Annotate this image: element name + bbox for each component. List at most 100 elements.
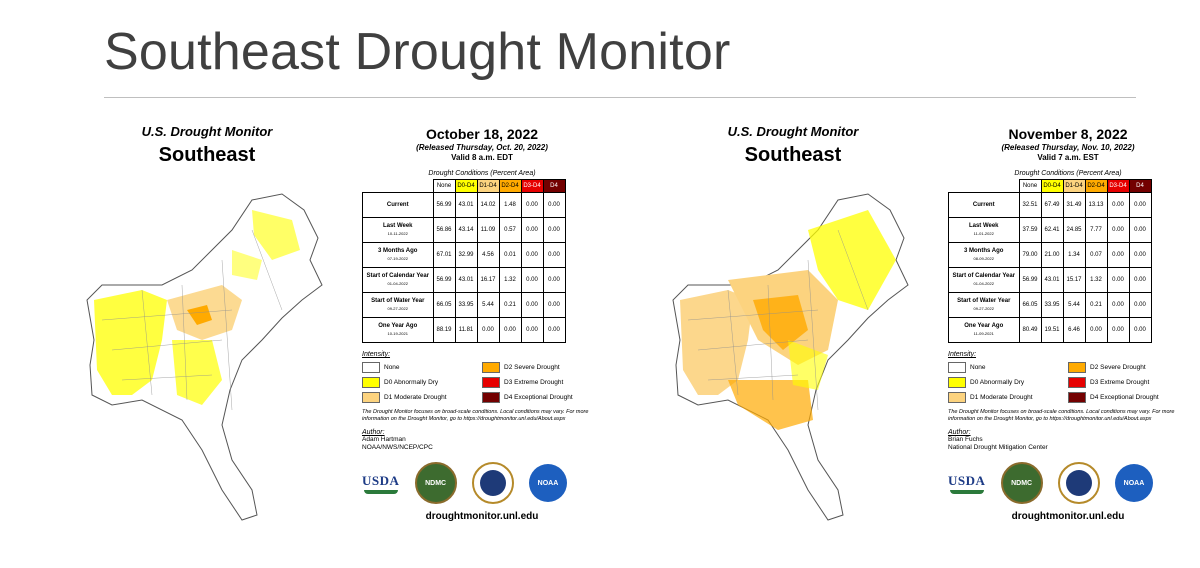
legend-item: D4 Exceptional Drought [482,392,602,403]
col-d4: D4 [1128,179,1152,193]
table-cell: 0.00 [1106,192,1130,218]
table-cell: 88.19 [432,317,456,343]
legend-item: D2 Severe Drought [482,362,602,373]
col-d3-d4: D3-D4 [520,179,544,193]
col-d2-d4: D2-D4 [1084,179,1108,193]
intensity-title: Intensity: [948,351,977,358]
table-cell: 0.00 [1106,217,1130,243]
col-none: None [1018,179,1042,193]
ndmc-logo: NDMC [1000,462,1043,504]
table-cell: 0.00 [1128,242,1152,268]
table-cell: 0.00 [520,242,544,268]
table-cell: 0.00 [1128,292,1152,318]
intensity-legend: None D2 Severe Drought D0 Abnormally Dry… [948,362,1188,403]
table-cell: 0.00 [520,192,544,218]
table-cell: 0.00 [542,192,566,218]
col-d2-d4: D2-D4 [498,179,522,193]
table-cell: 15.17 [1062,267,1086,293]
table-cell: 32.51 [1018,192,1042,218]
legend-swatch [948,377,966,388]
table-cell: 19.51 [1040,317,1064,343]
row-label: Start of Water Year 09-27-2022 [948,292,1020,318]
row-label: Last Week 10-11-2022 [362,217,434,243]
table-row: Start of Calendar Year 01-04-2022 56.99 4… [948,267,1152,293]
conditions-table: None D0-D4 D1-D4 D2-D4 D3-D4 D4 Current … [948,179,1152,343]
table-cell: 0.00 [1106,317,1130,343]
release-note: (Released Thursday, Oct. 20, 2022) [416,143,548,152]
intensity-title: Intensity: [362,351,391,358]
row-label: 3 Months Ago 08-09-2022 [948,242,1020,268]
col-d1-d4: D1-D4 [1062,179,1086,193]
table-cell: 0.00 [520,267,544,293]
row-label: One Year Ago 10-19-2021 [362,317,434,343]
conditions-title: Drought Conditions (Percent Area) [428,170,536,177]
table-row: Start of Calendar Year 01-04-2022 56.99 4… [362,267,566,293]
table-cell: 16.17 [476,267,500,293]
legend-item: None [362,362,482,373]
col-d0-d4: D0-D4 [1040,179,1064,193]
author-title: Author: [362,429,385,436]
stats-info: October 18, 2022 (Released Thursday, Oct… [362,126,602,522]
drought-map [86,193,323,521]
drought-panel-nov: U.S. Drought Monitor Southeast November … [648,118,1200,558]
table-cell: 0.00 [1084,317,1108,343]
table-corner [949,180,1020,193]
table-cell: 80.49 [1018,317,1042,343]
table-cell: 0.21 [1084,292,1108,318]
table-cell: 0.00 [1106,267,1130,293]
table-row: Last Week 10-11-2022 56.86 43.14 11.09 0.… [362,217,566,243]
table-cell: 43.01 [1040,267,1064,293]
table-cell: 14.02 [476,192,500,218]
table-cell: 79.00 [1018,242,1042,268]
conditions-table: None D0-D4 D1-D4 D2-D4 D3-D4 D4 Current … [362,179,566,343]
table-cell: 43.01 [454,267,478,293]
table-cell: 0.00 [1128,192,1152,218]
map-date: November 8, 2022 [1008,126,1128,142]
table-cell: 1.34 [1062,242,1086,268]
nws-logo [1057,462,1100,504]
table-cell: 32.99 [454,242,478,268]
legend-item: D2 Severe Drought [1068,362,1188,373]
legend-item: D1 Moderate Drought [362,392,482,403]
valid-time: Valid 8 a.m. EDT [451,153,513,162]
legend-swatch [362,392,380,403]
site-link[interactable]: droughtmonitor.unl.edu [1011,511,1125,522]
table-row: Last Week 11-01-2022 37.59 62.41 24.85 7.… [948,217,1152,243]
table-cell: 66.05 [432,292,456,318]
region-label: Southeast [158,144,256,166]
usdm-label: U.S. Drought Monitor [141,124,273,139]
row-label: One Year Ago 11-09-2021 [948,317,1020,343]
legend-item: D0 Abnormally Dry [948,377,1068,388]
col-d3-d4: D3-D4 [1106,179,1130,193]
row-label: Start of Calendar Year 01-04-2022 [948,267,1020,293]
noaa-logo: NOAA [528,464,567,502]
site-link[interactable]: droughtmonitor.unl.edu [425,511,539,522]
monitor-note: The Drought Monitor focuses on broad-sca… [948,409,1175,422]
table-cell: 24.85 [1062,217,1086,243]
table-cell: 6.46 [1062,317,1086,343]
row-label: Current [948,192,1020,218]
table-cell: 1.32 [1084,267,1108,293]
table-cell: 0.00 [542,317,566,343]
table-cell: 56.99 [432,192,456,218]
conditions-title: Drought Conditions (Percent Area) [1014,170,1122,177]
table-cell: 13.13 [1084,192,1108,218]
author-org: NOAA/NWS/NCEP/CPC [362,444,433,451]
table-row: 3 Months Ago 08-09-2022 79.00 21.00 1.34 … [948,242,1152,268]
table-cell: 0.00 [542,217,566,243]
usda-logo: USDA [362,473,399,494]
table-cell: 0.21 [498,292,522,318]
legend-swatch [1068,377,1086,388]
legend-item: D0 Abnormally Dry [362,377,482,388]
title-divider [104,97,1136,98]
table-cell: 0.00 [542,292,566,318]
table-cell: 11.81 [454,317,478,343]
table-cell: 0.00 [476,317,500,343]
table-cell: 43.01 [454,192,478,218]
table-cell: 0.00 [1128,267,1152,293]
legend-swatch [482,392,500,403]
map-header: U.S. Drought Monitor Southeast [122,124,292,167]
table-cell: 0.00 [520,292,544,318]
table-cell: 56.99 [432,267,456,293]
table-header-row: None D0-D4 D1-D4 D2-D4 D3-D4 D4 [363,179,566,193]
